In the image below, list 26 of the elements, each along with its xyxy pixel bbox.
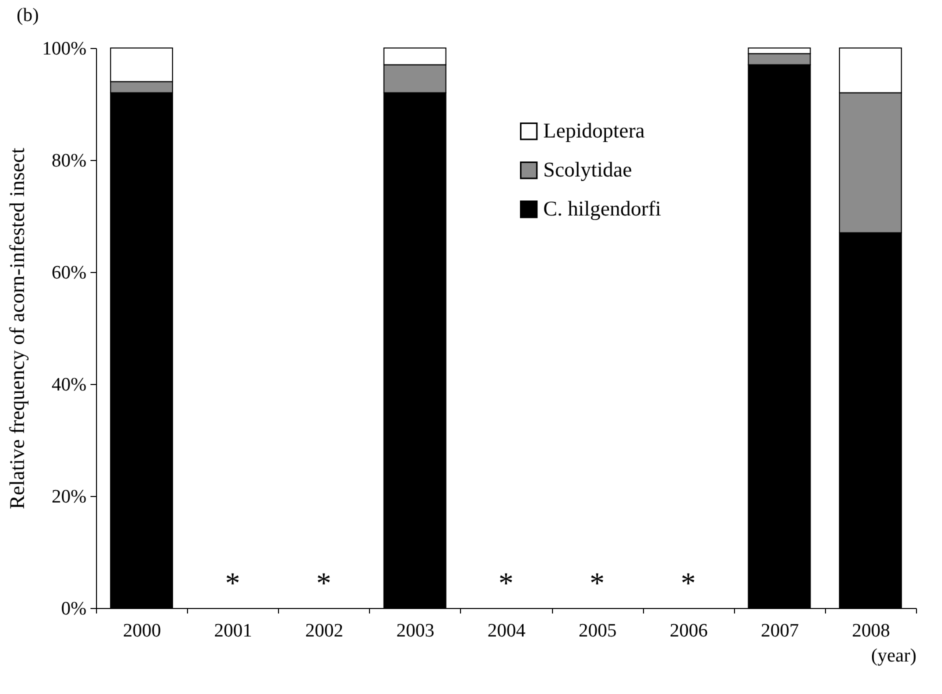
y-tick-label: 60% (52, 262, 87, 284)
annotation: * (680, 567, 696, 600)
y-axis-title: Relative frequency of acorn-infested insect (5, 148, 30, 510)
chart-title: (b) (16, 5, 39, 26)
x-tick-label: 2002 (305, 620, 344, 642)
x-tick-label: 2006 (670, 620, 708, 642)
annotation: * (225, 567, 240, 600)
x-tick-label: 2004 (488, 620, 526, 642)
annotation: * (316, 567, 332, 600)
x-tick-label: 2003 (396, 620, 434, 642)
legend-label: Scolytidae (543, 157, 632, 182)
x-tick-label: 2008 (852, 620, 890, 642)
x-tick-label: 2001 (214, 620, 252, 642)
annotation: * (498, 567, 514, 600)
y-tick-label: 100% (42, 38, 87, 60)
y-tick-label: 0% (61, 598, 87, 620)
y-tick-label: 40% (52, 374, 87, 396)
x-tick-label: 2005 (578, 620, 617, 642)
legend-label: C. hilgendorfi (543, 196, 662, 220)
y-tick-label: 80% (52, 150, 87, 172)
x-tick-label: 2000 (123, 620, 162, 642)
x-axis-title: (year) (871, 646, 916, 666)
y-tick-label: 20% (52, 486, 87, 508)
x-tick-label: 2007 (760, 620, 799, 642)
annotation: * (590, 567, 605, 600)
legend-label: Lepidoptera (543, 118, 646, 142)
